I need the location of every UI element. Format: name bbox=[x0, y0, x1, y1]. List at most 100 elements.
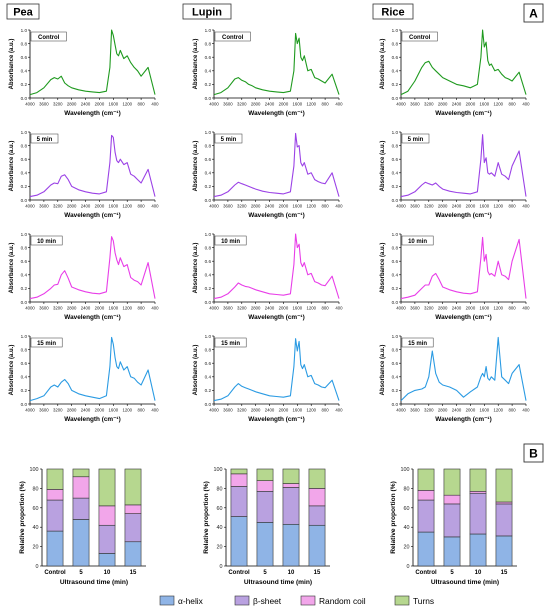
bar-segment bbox=[417, 490, 435, 501]
x-tick-label: 1200 bbox=[122, 102, 132, 107]
x-tick-label: 3600 bbox=[410, 204, 420, 209]
column-titles: Pea Lupin Rice A B bbox=[6, 3, 544, 463]
x-tick-label: 10 bbox=[288, 570, 295, 576]
x-tick-label: 15 bbox=[130, 570, 137, 576]
y-tick-label: 80 bbox=[404, 486, 410, 492]
x-tick-label: 15 bbox=[501, 570, 508, 576]
y-tick-label: 0.4 bbox=[205, 375, 212, 380]
bar-segment bbox=[72, 497, 90, 520]
x-tick-label: 400 bbox=[522, 204, 530, 209]
y-tick-label: 100 bbox=[401, 467, 410, 473]
y-tick-label: 0.2 bbox=[21, 388, 28, 393]
x-axis-label: Ultrasound time (min) bbox=[431, 579, 499, 586]
y-tick-label: 0.2 bbox=[392, 286, 399, 291]
y-tick-label: 0.4 bbox=[392, 171, 399, 176]
x-tick-label: 400 bbox=[151, 102, 159, 107]
y-tick-label: 0.8 bbox=[392, 245, 399, 250]
bar-segment bbox=[98, 524, 116, 554]
x-tick-label: 400 bbox=[522, 306, 530, 311]
y-axis-label: Absorbance (a.u.) bbox=[193, 141, 199, 192]
x-tick-label: 3200 bbox=[53, 102, 63, 107]
y-tick-label: 20 bbox=[404, 545, 410, 551]
y-tick-label: 1.0 bbox=[205, 232, 212, 237]
ftir-subplot: 0.0 0.2 0.4 0.6 0.8 1.0 4000 3600 3200 2800 2400 20… bbox=[193, 232, 343, 321]
y-tick-label: 0.2 bbox=[21, 82, 28, 87]
panel-b-label-box bbox=[523, 443, 544, 463]
y-tick-label: 0.8 bbox=[392, 41, 399, 46]
x-tick-label: 1200 bbox=[306, 204, 316, 209]
x-tick-label: 400 bbox=[335, 306, 343, 311]
x-tick-label: 400 bbox=[335, 102, 343, 107]
y-axis-label: Absorbance (a.u.) bbox=[380, 141, 386, 192]
x-tick-label: 3600 bbox=[39, 102, 49, 107]
y-tick-label: 40 bbox=[404, 525, 410, 531]
x-tick-label: 5 bbox=[450, 570, 454, 576]
bar-segment bbox=[282, 487, 300, 525]
y-axis-label: Absorbance (a.u.) bbox=[380, 243, 386, 294]
y-tick-label: 80 bbox=[217, 486, 223, 492]
bar-segment bbox=[469, 533, 487, 567]
row-label: 5 min bbox=[408, 137, 424, 143]
x-tick-label: 4000 bbox=[25, 306, 35, 311]
y-tick-label: 0.6 bbox=[205, 55, 212, 60]
x-tick-label: 2800 bbox=[67, 408, 77, 413]
y-tick-label: 0.8 bbox=[205, 41, 212, 46]
legend: α-helix β-sheet Random coil Turns bbox=[159, 595, 434, 606]
spectrum-line bbox=[400, 29, 527, 96]
y-axis-label: Relative proportion (%) bbox=[390, 481, 397, 554]
y-tick-label: 0.0 bbox=[205, 402, 212, 407]
y-axis-label: Absorbance (a.u.) bbox=[193, 345, 199, 396]
x-tick-label: 3600 bbox=[223, 204, 233, 209]
x-tick-label: 3200 bbox=[237, 204, 247, 209]
y-tick-label: 0.8 bbox=[392, 143, 399, 148]
x-axis-label: Wavelength (cm⁻¹) bbox=[248, 416, 304, 423]
y-tick-label: 100 bbox=[214, 467, 223, 473]
row-label: Control bbox=[409, 35, 431, 41]
x-tick-label: 3200 bbox=[237, 306, 247, 311]
x-tick-label: 3600 bbox=[223, 408, 233, 413]
bar-segment bbox=[230, 473, 248, 487]
x-tick-label: 800 bbox=[509, 204, 517, 209]
ftir-subplot: 0.0 0.2 0.4 0.6 0.8 1.0 4000 3600 3200 2800 2400 20… bbox=[193, 130, 343, 219]
x-tick-label: 15 bbox=[314, 570, 321, 576]
x-tick-label: 400 bbox=[151, 306, 159, 311]
ftir-subplot: 0.0 0.2 0.4 0.6 0.8 1.0 4000 3600 3200 2800 2400 20… bbox=[9, 130, 159, 219]
x-tick-label: 2800 bbox=[67, 102, 77, 107]
x-tick-label: 4000 bbox=[396, 204, 406, 209]
x-tick-label: 1600 bbox=[109, 102, 119, 107]
x-axis-label: Wavelength (cm⁻¹) bbox=[435, 110, 491, 117]
y-tick-label: 0.2 bbox=[21, 184, 28, 189]
x-tick-label: 2800 bbox=[251, 408, 261, 413]
x-tick-label: 400 bbox=[522, 408, 530, 413]
bar-segment bbox=[282, 523, 300, 567]
x-tick-label: 1200 bbox=[493, 306, 503, 311]
x-tick-label: 2400 bbox=[265, 306, 275, 311]
x-axis-label: Wavelength (cm⁻¹) bbox=[64, 314, 120, 321]
x-tick-label: 3600 bbox=[410, 306, 420, 311]
spectrum-line bbox=[29, 29, 156, 96]
x-tick-label: 1600 bbox=[293, 102, 303, 107]
bar-segment bbox=[124, 468, 142, 506]
row-label: 15 min bbox=[37, 341, 56, 347]
column-title-box bbox=[6, 3, 40, 20]
y-tick-label: 0.2 bbox=[392, 82, 399, 87]
x-tick-label: Control bbox=[415, 570, 437, 576]
bar-segment bbox=[443, 536, 461, 567]
x-tick-label: 2400 bbox=[452, 204, 462, 209]
y-tick-label: 0.0 bbox=[205, 96, 212, 101]
x-tick-label: 2000 bbox=[466, 408, 476, 413]
bar-segment bbox=[417, 499, 435, 533]
bar-segment bbox=[417, 531, 435, 567]
stacked-bar-chart: 0 20 40 60 80 100 Relative proportion (%) Contr… bbox=[203, 467, 330, 586]
x-tick-label: 2000 bbox=[95, 306, 105, 311]
y-tick-label: 0.0 bbox=[392, 402, 399, 407]
bar-segment bbox=[230, 486, 248, 517]
y-tick-label: 0 bbox=[407, 564, 410, 570]
row-label-box bbox=[214, 31, 251, 42]
x-tick-label: Control bbox=[44, 570, 66, 576]
x-tick-label: 1600 bbox=[109, 306, 119, 311]
ftir-subplot: 0.0 0.2 0.4 0.6 0.8 1.0 4000 3600 3200 2800 2400 20… bbox=[380, 28, 530, 117]
bar-segment bbox=[46, 489, 64, 501]
x-tick-label: 4000 bbox=[25, 408, 35, 413]
